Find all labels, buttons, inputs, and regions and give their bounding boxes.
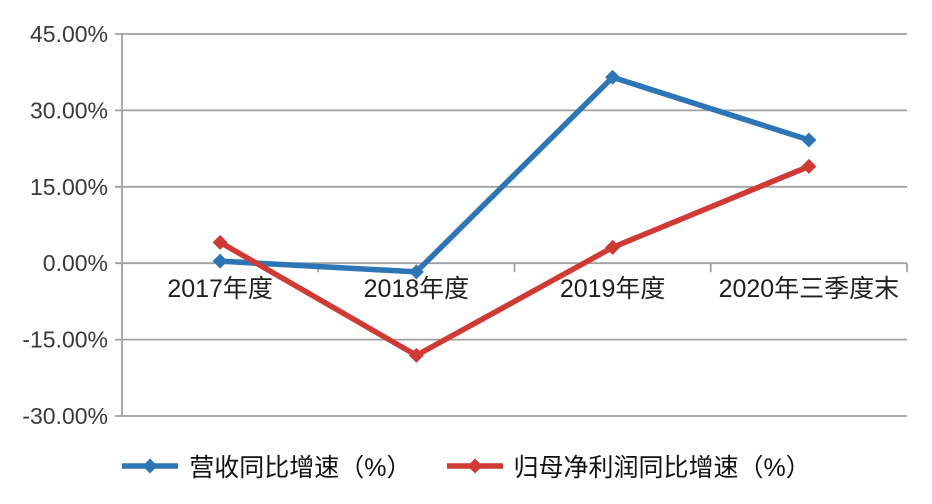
series-line-1	[217, 163, 812, 359]
data-point-marker-1	[408, 347, 424, 363]
legend: 营收同比增速（%） 归母净利润同比增速（%）	[0, 448, 932, 484]
data-point-marker-0	[801, 132, 817, 148]
data-point-marker-0	[212, 253, 228, 269]
y-tick-label: -15.00%	[22, 327, 108, 353]
series-line-0	[217, 74, 812, 275]
x-category-label: 2017年度	[167, 275, 273, 303]
data-point-marker-1	[212, 234, 228, 250]
data-point-marker-1	[605, 239, 621, 255]
y-tick-label: -30.00%	[22, 403, 108, 429]
legend-item-net-profit-growth: 归母净利润同比增速（%）	[446, 448, 811, 484]
y-tick-label: 30.00%	[30, 97, 108, 123]
legend-label-revenue-growth: 营收同比增速（%）	[189, 454, 412, 482]
legend-label-net-profit-growth: 归母净利润同比增速（%）	[513, 454, 811, 482]
data-point-marker-0	[408, 264, 424, 280]
plot-area: 45.00% 30.00% 15.00% 0.00% -15.00% -30.00% 201…	[22, 21, 908, 429]
data-point-marker-0	[605, 69, 621, 85]
x-category-label: 2018年度	[364, 275, 470, 303]
data-point-marker-1	[801, 158, 817, 174]
y-tick-label: 45.00%	[30, 21, 108, 47]
x-category-label: 2019年度	[560, 275, 666, 303]
y-tick-label: 15.00%	[30, 174, 108, 200]
y-tick-label: 0.00%	[43, 250, 108, 276]
x-category-label: 2020年三季度末	[719, 275, 900, 303]
legend-item-revenue-growth: 营收同比增速（%）	[121, 448, 412, 484]
line-diamond-marker-icon	[446, 458, 503, 474]
line-diamond-marker-icon	[122, 458, 179, 474]
